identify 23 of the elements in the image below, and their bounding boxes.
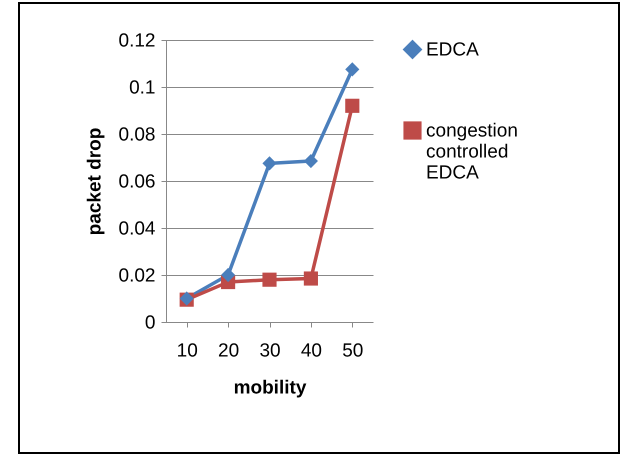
y-tick-label: 0.04	[118, 218, 156, 240]
legend-label: EDCA	[426, 40, 480, 60]
point	[304, 271, 318, 286]
y-tick-label: 0	[144, 312, 156, 334]
point	[262, 156, 277, 170]
point	[221, 268, 236, 282]
point	[345, 62, 360, 76]
y-tick-label: 0.02	[118, 266, 156, 286]
y-tick-label: 0.08	[118, 124, 156, 146]
point	[262, 272, 277, 287]
x-tick-label: 20	[218, 340, 240, 362]
point	[304, 154, 318, 168]
x-tick-label: 50	[342, 340, 364, 362]
point	[345, 98, 360, 113]
y-axis-title: packet drop	[84, 128, 106, 236]
x-tick-label: 40	[300, 340, 322, 362]
y-tick-label: 0.12	[118, 30, 156, 52]
x-tick-label: 10	[176, 340, 198, 362]
x-tick-label: 30	[259, 340, 281, 362]
legend-label: congestion controlled EDCA	[426, 120, 518, 184]
x-axis-title: mobility	[234, 378, 307, 398]
y-tick-label: 0.06	[118, 172, 156, 192]
y-tick-label: 0.1	[129, 78, 156, 98]
